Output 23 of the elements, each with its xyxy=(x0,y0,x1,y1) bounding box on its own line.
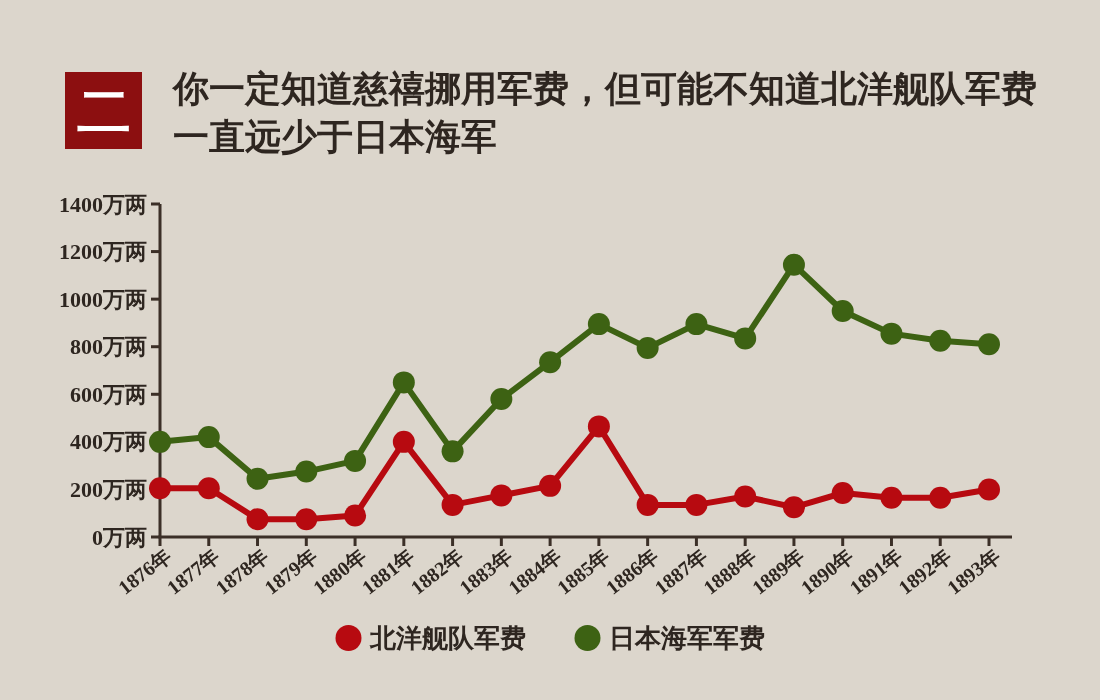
ytick-label: 1000万两 xyxy=(59,286,147,312)
ytick-label: 600万两 xyxy=(70,381,147,407)
point xyxy=(441,493,464,516)
ytick-label: 200万两 xyxy=(70,476,147,502)
legend-label: 北洋舰队军费 xyxy=(368,623,526,653)
point xyxy=(880,486,903,509)
annotation: 二 xyxy=(65,72,142,149)
ytick-label: 800万两 xyxy=(70,334,147,360)
point xyxy=(246,508,269,531)
ytick-label: 1400万两 xyxy=(59,191,147,217)
point xyxy=(636,493,659,516)
point xyxy=(685,493,708,516)
title: 你一定知道慈禧挪用军费，但可能不知道北洋舰队军费一直远少于日本海军 xyxy=(173,68,1037,157)
point xyxy=(929,486,952,509)
point xyxy=(295,508,318,531)
point xyxy=(782,496,805,519)
point xyxy=(734,485,757,508)
point xyxy=(490,484,513,507)
ytick-label: 1200万两 xyxy=(59,239,147,265)
point xyxy=(344,504,367,527)
ytick-label: 0万两 xyxy=(92,524,147,550)
legend-label: 日本海军军费 xyxy=(608,623,765,653)
ytick-label: 400万两 xyxy=(70,429,147,455)
